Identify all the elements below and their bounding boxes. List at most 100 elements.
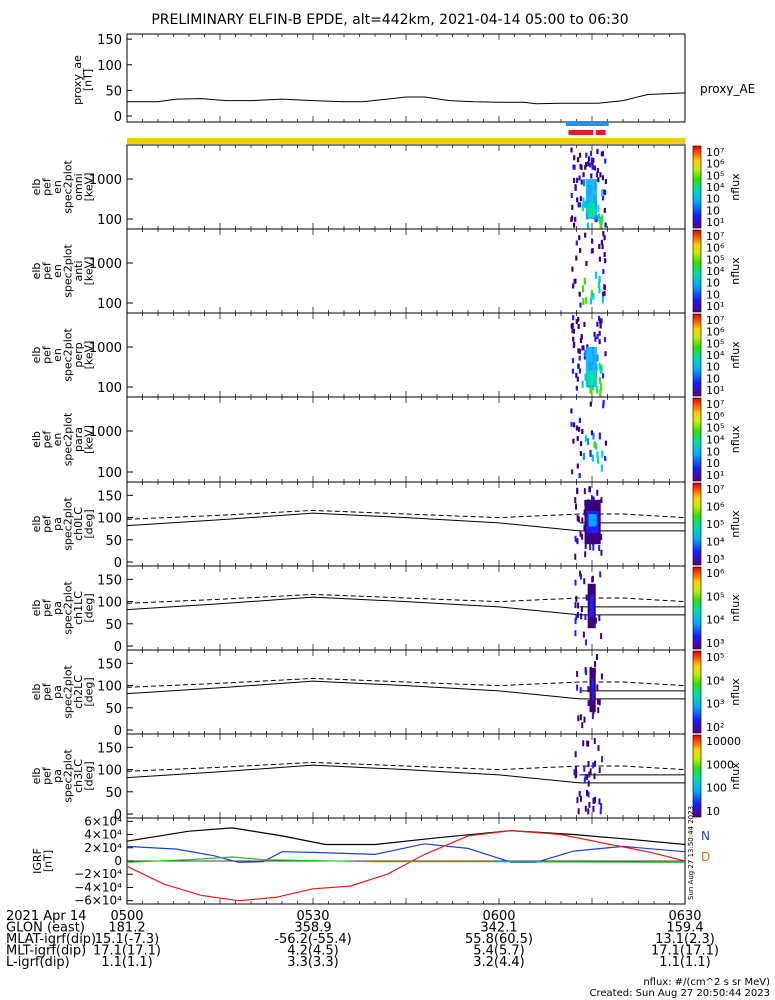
colorbar-title-text: nflux xyxy=(729,678,742,706)
ephemeris-value: 3.3(3.3) xyxy=(287,955,339,970)
pa-y-tick-label: 150 xyxy=(97,657,122,672)
energy-y-tick-label: 100 xyxy=(97,381,122,396)
spectrogram-cell xyxy=(596,654,598,660)
spectrogram-cell xyxy=(584,488,586,494)
colorbar-tick-label: 10¹ xyxy=(706,469,724,482)
red-science-zone-bar xyxy=(568,130,593,135)
spectrogram-cell xyxy=(578,516,580,522)
spectrogram-cell xyxy=(575,373,577,378)
spectrogram-cell xyxy=(599,571,601,577)
y-axis-label-line: [keV] xyxy=(82,341,95,370)
spectrogram-cell xyxy=(573,165,575,170)
spectrogram-cell xyxy=(596,684,598,690)
igrf-legend-d: D xyxy=(701,850,710,864)
spectrogram-cell xyxy=(574,497,576,503)
spectrogram-cell xyxy=(575,504,577,510)
spectrogram-cell xyxy=(576,386,578,391)
spectrogram-cell xyxy=(604,208,606,213)
energy-y-axis-label: elbpefenspec2plotanti[keV] xyxy=(30,244,96,298)
spectrogram-cell xyxy=(571,205,573,210)
spectrogram-cell xyxy=(588,771,590,777)
ae-panel-frame xyxy=(127,34,685,122)
colorbar-tick-label: 10⁶ xyxy=(706,567,725,580)
pa-y-tick-label: 50 xyxy=(105,702,122,717)
spectrogram-cell xyxy=(599,331,601,336)
colorbar-tick-label: 10³ xyxy=(706,637,724,650)
colorbar-tick-label: 10² xyxy=(706,721,724,734)
spectrogram-cell xyxy=(577,464,579,469)
spectrogram-cell xyxy=(589,450,591,457)
spectrogram-cell xyxy=(585,162,587,167)
spectrogram-cell xyxy=(591,160,593,165)
spectrogram-cell xyxy=(602,269,604,274)
spectrogram-cell xyxy=(582,172,584,177)
colorbar-title: nflux xyxy=(729,173,742,201)
spectrogram-cell xyxy=(600,550,602,556)
spectrogram-cell xyxy=(598,244,600,249)
spectrogram-cell xyxy=(597,177,599,182)
side-timestamp-text: Sun Aug 27 13:50:44 2023 xyxy=(687,806,695,900)
spectrogram-cell xyxy=(598,545,600,551)
spectrogram-cell xyxy=(576,178,578,183)
spectrogram-cell xyxy=(585,669,587,675)
y-axis-label-line: [nT] xyxy=(81,69,94,91)
spectrogram-cell xyxy=(576,797,578,803)
spectrogram-cell xyxy=(600,365,602,372)
energy-y-axis-label: elbpefenspec2plotomni[keV] xyxy=(30,160,96,214)
spectrogram-cell xyxy=(579,248,581,253)
spectrogram-cell xyxy=(593,332,595,337)
energy-y-tick-label: 100 xyxy=(97,466,122,481)
pa-y-tick-label: 150 xyxy=(97,741,122,756)
spectrogram-cell xyxy=(577,715,579,721)
spectrogram-cell xyxy=(577,364,579,369)
spectrogram-cell xyxy=(601,756,603,762)
spectrogram-cell xyxy=(572,337,574,342)
spectrogram-cell xyxy=(573,329,575,334)
spectrogram-cell xyxy=(574,602,576,608)
y-axis-label-line: [deg] xyxy=(82,761,95,790)
spectrogram-cell xyxy=(587,438,589,445)
spectrogram-cell xyxy=(572,315,574,320)
pitch-angle-panel-frame xyxy=(127,650,685,734)
spectrogram-cell xyxy=(600,633,602,639)
spectrogram-cell xyxy=(576,671,578,677)
colorbar-title-text: nflux xyxy=(729,257,742,285)
ephemeris-row-label: L-igrf(dip) xyxy=(6,955,70,970)
spectrogram-cell xyxy=(595,272,597,279)
spectrogram-cell xyxy=(589,486,591,492)
colorbar-tick-label: 10 xyxy=(706,805,720,818)
spectrogram-cell xyxy=(585,261,587,266)
pa-y-tick-label: 100 xyxy=(97,596,122,611)
spectrogram-cell xyxy=(583,179,585,186)
spectrogram-cell xyxy=(571,422,573,427)
spectrogram-cell xyxy=(574,580,576,586)
pa-core-inner xyxy=(589,514,597,526)
pa-y-tick-label: 50 xyxy=(105,534,122,549)
energy-colorbar xyxy=(693,398,701,481)
energy-spectrogram-event xyxy=(571,231,606,307)
colorbar-tick-label: 10⁷ xyxy=(706,483,724,496)
spectrogram-cell xyxy=(578,235,580,240)
spectrogram-cell xyxy=(600,803,602,809)
spectrogram-cell xyxy=(592,455,594,462)
spectrogram-cell xyxy=(581,606,583,612)
spectrogram-cell xyxy=(571,324,573,329)
spectrogram-cell xyxy=(601,244,603,249)
spectrogram-cell xyxy=(587,686,589,692)
spectrogram-cell xyxy=(585,774,587,780)
colorbar-title: nflux xyxy=(729,257,742,285)
spectrogram-cell xyxy=(581,180,583,185)
igrf-y-tick-label: 0 xyxy=(114,854,122,868)
spectrogram-cell xyxy=(587,761,589,767)
spectrogram-cell xyxy=(592,762,594,768)
spectrogram-cell xyxy=(577,157,579,162)
spectrogram-cell xyxy=(583,453,585,460)
spectrogram-core-high xyxy=(588,203,595,217)
spectrogram-cell xyxy=(592,165,594,170)
spectrogram-cell xyxy=(599,390,601,397)
spectrogram-cell xyxy=(589,544,591,550)
igrf-y-tick-label: −4×10⁴ xyxy=(74,880,122,894)
spectrogram-cell xyxy=(594,738,596,744)
spectrogram-cell xyxy=(582,381,584,388)
spectrogram-cell xyxy=(578,175,580,180)
